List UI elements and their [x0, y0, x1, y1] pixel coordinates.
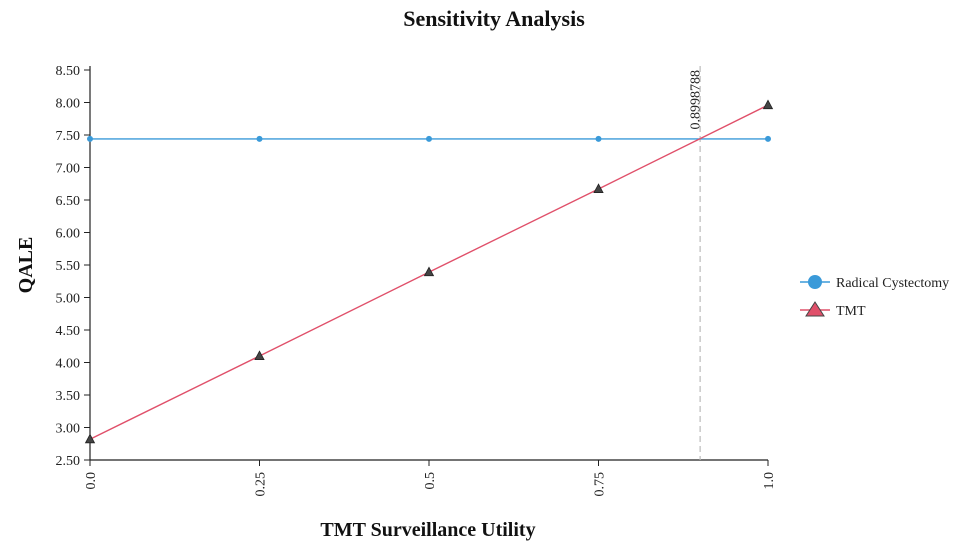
- x-tick-label: 1.0: [762, 472, 777, 490]
- series-point-0: [87, 135, 93, 142]
- series-layer: [84, 99, 774, 444]
- x-axis-title: TMT Surveillance Utility: [320, 519, 535, 541]
- legend-marker: [808, 275, 822, 289]
- threshold-label: 0.8998788: [689, 70, 704, 130]
- legend-label: TMT: [836, 304, 866, 319]
- y-tick-label: 7.50: [56, 129, 81, 144]
- series-point-1: [423, 266, 435, 277]
- y-tick-label: 3.50: [56, 389, 81, 404]
- x-tick-label: 0.25: [254, 472, 269, 497]
- y-axis-title: QALE: [15, 237, 37, 294]
- series-point-0: [595, 135, 602, 142]
- axes: 2.50 3.00 3.50 4.00 4.50 5.00 5.50 6.00 6.50 7.00…: [56, 64, 778, 497]
- series-point-0: [765, 135, 771, 142]
- y-tick-label: 4.50: [56, 324, 81, 339]
- series-point-0: [256, 135, 263, 142]
- y-tick-label: 5.50: [56, 259, 81, 274]
- y-tick-label: 5.00: [56, 292, 81, 307]
- threshold-layer: 0.8998788: [689, 66, 704, 460]
- x-tick-label: 0.75: [593, 472, 608, 497]
- y-tick-label: 4.00: [56, 357, 81, 372]
- x-tick-label: 0.5: [423, 472, 438, 490]
- series-point-1: [762, 99, 774, 110]
- series-point-0: [426, 135, 432, 142]
- y-tick-label: 8.50: [56, 64, 81, 79]
- series-point-1: [84, 433, 96, 444]
- legend-label: Radical Cystectomy: [836, 276, 949, 291]
- series-point-1: [254, 350, 265, 361]
- y-tick-label: 8.00: [56, 97, 81, 112]
- legend-marker: [805, 301, 825, 317]
- chart-title: Sensitivity Analysis: [403, 6, 585, 31]
- y-tick-label: 7.00: [56, 162, 81, 177]
- y-tick-label: 6.00: [56, 227, 81, 242]
- legend: Radical Cystectomy TMT: [800, 275, 949, 319]
- y-tick-label: 2.50: [56, 454, 81, 469]
- series-point-1: [593, 183, 604, 193]
- y-tick-label: 3.00: [56, 422, 81, 437]
- x-tick-label: 0.0: [84, 472, 99, 490]
- y-tick-label: 6.50: [56, 194, 81, 209]
